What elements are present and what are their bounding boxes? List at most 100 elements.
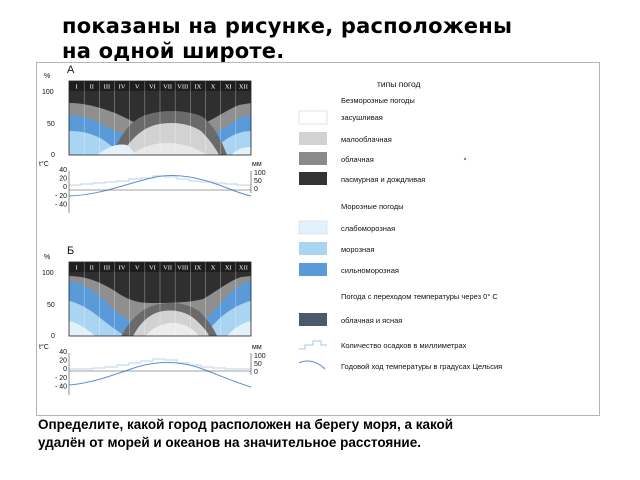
legend: типы погод Безморозные погоды засушливая… — [298, 79, 502, 371]
legend-temp-symbol — [298, 360, 326, 370]
legend-swatch-transition — [299, 313, 327, 326]
legend-precip-label: Количество осадков в миллиметрах — [341, 341, 467, 350]
month-label-a-7: VII — [163, 84, 172, 91]
panel-a-months: I II III IV V VI VII VIII IX X XI XII — [75, 84, 247, 91]
legend-non-freezing-heading: Безморозные погоды — [341, 96, 415, 105]
legend-swatch-light-frost — [298, 220, 328, 235]
panel-b-tick-0: 0 — [51, 333, 55, 340]
panel-a-precip-steps — [69, 175, 251, 186]
month-label-a-6: VI — [149, 84, 156, 91]
panel-b: Б % 100 50 0 I II III IV V VI VII VIII IX X XI XII … — [39, 245, 266, 395]
panel-b-month-grid — [83, 262, 237, 336]
panel-b-temp-curve — [68, 362, 252, 388]
legend-heading: типы погод — [377, 79, 420, 89]
legend-swatch-overcast — [299, 172, 327, 185]
panel-a-tick-0: 0 — [51, 152, 55, 159]
month-label-a-11: XI — [225, 84, 232, 91]
panel-b-dry-area — [145, 323, 199, 336]
precip-tick-label: 0 — [254, 186, 258, 193]
panel-b-tick-100: 100 — [42, 270, 54, 277]
month-label-b-8: VIII — [177, 265, 188, 272]
temp-tick-label: 20 — [59, 176, 67, 183]
temp-tick-label: - 40 — [55, 383, 67, 390]
precip-tick-label: 50 — [254, 361, 262, 368]
temp-tick-label: 0 — [63, 184, 67, 191]
panel-a-tick-100: 100 — [42, 89, 54, 96]
panel-a-tick-50: 50 — [47, 121, 55, 128]
precip-tick-label: 100 — [254, 353, 266, 360]
panel-a-month-grid — [83, 81, 237, 155]
panel-b-temp-ticks: 40 200 - 20- 40 — [55, 349, 67, 390]
panel-a-temp-unit: t°C — [39, 160, 49, 168]
month-label-a-3: III — [104, 84, 111, 91]
temp-tick-label: 40 — [59, 167, 67, 174]
panel-a-light-frost-left — [97, 144, 137, 155]
precip-tick-label: 50 — [254, 178, 262, 185]
question-line-1: Определите, какой город расположен на бе… — [38, 417, 454, 432]
month-label-b-3: III — [104, 265, 111, 272]
legend-label-transition: облачная и ясная — [341, 316, 402, 325]
panel-a-temp-curve — [68, 174, 252, 197]
month-label-a-12: XII — [239, 84, 248, 91]
legend-label-light-frost: слабоморозная — [341, 224, 395, 233]
slide-title-line-3: на одной широте. — [62, 39, 285, 63]
legend-transition-heading: Погода с переходом температуры через 0° … — [341, 292, 498, 301]
legend-swatch-severe-frost — [299, 263, 327, 276]
panel-b-temp-unit: t°C — [39, 343, 49, 351]
month-label-b-7: VII — [163, 265, 172, 272]
precip-tick-label: 0 — [254, 369, 258, 376]
panel-a-frame — [68, 80, 252, 156]
temp-tick-label: - 20 — [55, 375, 67, 382]
panel-b-light-frost-left — [69, 321, 95, 336]
temp-tick-label: 20 — [59, 358, 67, 365]
legend-swatch-fair — [299, 132, 327, 145]
legend-label-cloudy: облачная — [341, 155, 374, 164]
month-label-a-8: VIII — [177, 84, 188, 91]
legend-swatch-frost — [299, 242, 327, 255]
panel-b-label: Б — [67, 245, 74, 257]
question-text: Определите, какой город расположен на бе… — [38, 416, 628, 452]
panel-a-dry-area — [131, 143, 207, 155]
month-label-b-2: II — [90, 265, 94, 272]
legend-label-dry: засушливая — [341, 113, 383, 122]
question-line-2: удалён от морей и океанов на значительно… — [38, 435, 421, 450]
month-label-b-10: X — [211, 265, 216, 272]
legend-label-fair: малооблачная — [341, 135, 392, 144]
legend-label-overcast: пасмурная и дождливая — [341, 175, 425, 184]
panel-a-temp-ticks: 40 200 - 20- 40 — [55, 167, 67, 208]
month-label-b-11: XI — [225, 265, 232, 272]
scan-dot — [463, 157, 467, 161]
month-label-b-9: IX — [194, 265, 201, 272]
legend-swatch-cloudy — [299, 152, 327, 165]
month-label-a-9: IX — [194, 84, 201, 91]
legend-label-severe-frost: сильноморозная — [341, 266, 399, 275]
month-label-b-4: IV — [119, 265, 126, 272]
month-label-a-4: IV — [119, 84, 126, 91]
panel-a: А % 100 50 0 I II III IV V VI VII VIII IX X XI XII … — [39, 64, 266, 213]
panel-b-tick-50: 50 — [47, 302, 55, 309]
panel-a-precip-unit: мм — [252, 161, 262, 168]
panel-b-light-frost-right — [227, 321, 251, 336]
panel-b-percent-label: % — [44, 254, 50, 261]
panel-b-months: I II III IV V VI VII VIII IX X XI XII — [75, 265, 247, 272]
legend-temp-label: Годовой ход температуры в градусах Цельс… — [341, 362, 502, 371]
climate-figure: А % 100 50 0 I II III IV V VI VII VIII IX X XI XII … — [36, 62, 600, 416]
legend-swatch-dry — [298, 110, 328, 125]
month-label-b-5: V — [135, 265, 140, 272]
temp-tick-label: 40 — [59, 349, 67, 356]
month-label-a-2: II — [90, 84, 94, 91]
temp-tick-label: - 20 — [55, 193, 67, 200]
panel-b-precip-unit: мм — [252, 344, 262, 351]
month-label-a-10: X — [211, 84, 216, 91]
temp-tick-label: 0 — [63, 366, 67, 373]
panel-b-precip-steps — [69, 358, 251, 370]
legend-precip-symbol — [299, 340, 327, 350]
month-label-b-6: VI — [149, 265, 156, 272]
panel-a-percent-label: % — [44, 73, 50, 80]
month-label-b-12: XII — [239, 265, 248, 272]
panel-b-frame — [68, 261, 252, 337]
legend-label-frost: морозная — [341, 245, 374, 254]
month-label-b-1: I — [75, 265, 77, 272]
